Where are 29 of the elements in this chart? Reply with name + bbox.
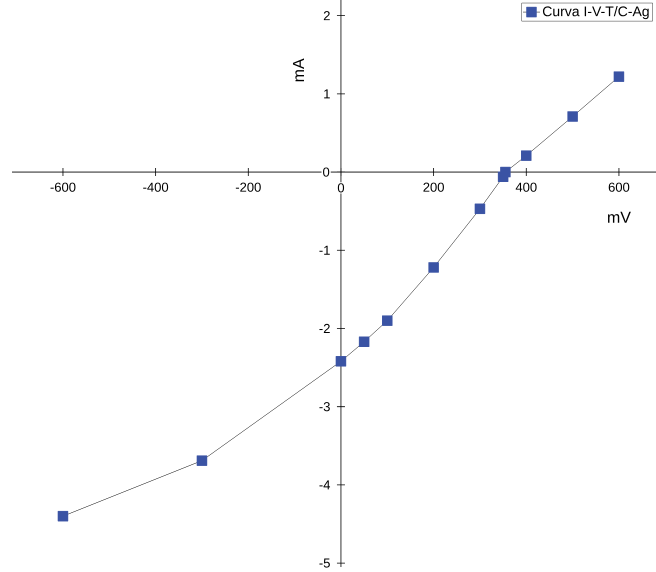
y-tick-label: 1 [324, 89, 330, 98]
y-tick-label: 2 [324, 11, 330, 20]
point [196, 455, 208, 466]
y-tick-label: -4 [319, 480, 330, 490]
y-tick-label: -3 [319, 402, 330, 412]
x-tick-label: 400 [516, 182, 537, 192]
point [521, 150, 532, 161]
y-tick-label: -5 [319, 558, 330, 568]
y-tick-label: -2 [319, 324, 330, 334]
point [474, 204, 486, 214]
y-axis-title: mA [292, 58, 304, 82]
point [567, 111, 578, 122]
x-tick-label: 600 [608, 182, 630, 192]
x-tick-label: 200 [423, 182, 444, 192]
point [336, 356, 346, 367]
point [428, 262, 439, 273]
x-axis-title: mV [608, 212, 631, 223]
x-tick-label: -200 [236, 182, 261, 192]
x-tick-label: 0 [338, 183, 344, 192]
y-tick-label: 0 [323, 167, 330, 177]
point [500, 166, 511, 178]
point [382, 315, 393, 326]
x-tick-label: -400 [143, 182, 168, 192]
point [358, 336, 370, 348]
point [614, 71, 624, 82]
y-tick-label: -1 [319, 246, 330, 255]
legend-label: Curva I-V-T/C-Ag [542, 6, 649, 20]
x-tick-label: -600 [50, 182, 76, 192]
point [58, 510, 68, 522]
